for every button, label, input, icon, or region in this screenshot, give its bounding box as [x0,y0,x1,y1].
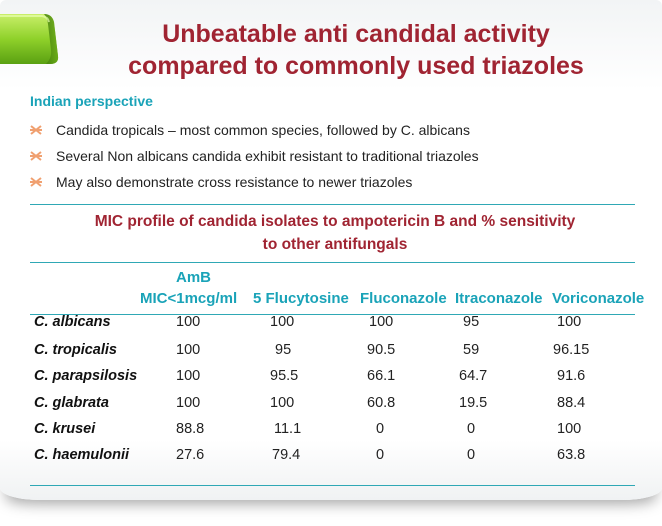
species-name: C. parapsilosis [34,368,138,384]
cell-voriconazole: 63.8 [557,447,586,463]
list-item: Several Non albicans candida exhibit res… [30,143,479,169]
cell-voriconazole: 91.6 [557,368,586,384]
cell-fluconazole: 90.5 [367,342,396,358]
bullet-icon [30,177,42,187]
bullet-icon [30,125,42,135]
cell-itraconazole: 95 [463,314,480,330]
cell-fluconazole: 0 [376,421,385,437]
cell-itraconazole: 0 [467,447,476,463]
divider [30,485,635,486]
bullet-text: Several Non albicans candida exhibit res… [56,148,479,164]
cell-voriconazole: 96.15 [553,342,590,358]
cell-fluconazole: 60.8 [367,395,396,411]
species-name: C. glabrata [34,395,109,411]
cell-flucytosine: 95.5 [270,368,299,384]
cell-fluconazole: 0 [376,447,385,463]
cell-itraconazole: 0 [467,421,476,437]
list-item: May also demonstrate cross resistance to… [30,169,479,195]
divider [30,314,635,315]
cell-voriconazole: 100 [557,421,582,437]
title-line-2: compared to commonly used triazoles [128,52,584,80]
column-header-amb: AmB [176,269,212,286]
title-line-1: Unbeatable anti candidal activity [162,20,550,48]
column-header-voriconazole: Voriconazole [552,290,645,307]
cell-amb: 27.6 [176,447,205,463]
cell-fluconazole: 66.1 [367,368,396,384]
column-header-itraconazole: Itraconazole [455,290,543,307]
species-name: C. tropicalis [34,342,117,358]
cell-amb: 100 [176,395,201,411]
list-item: Candida tropicals – most common species,… [30,117,479,143]
column-header-amb-mic: MIC<1mcg/ml [140,290,238,307]
green-tab-decoration [0,6,70,72]
cell-amb: 100 [176,368,201,384]
page-title: Unbeatable anti candidal activity compar… [70,18,642,82]
cell-amb: 100 [176,314,201,330]
column-header-fluconazole: Fluconazole [360,290,447,307]
bullet-icon [30,151,42,161]
cell-flucytosine: 100 [270,395,295,411]
cell-flucytosine: 11.1 [274,421,302,437]
cell-itraconazole: 64.7 [459,368,488,384]
species-name: C. albicans [34,314,111,330]
bullet-text: May also demonstrate cross resistance to… [56,174,413,190]
cell-fluconazole: 100 [369,314,394,330]
cell-voriconazole: 100 [557,314,582,330]
divider [30,204,635,205]
table-title-line-2: to other antifungals [262,236,408,253]
column-header-flucytosine: 5 Flucytosine [253,290,349,307]
subheading: Indian perspective [30,93,153,109]
cell-voriconazole: 88.4 [557,395,586,411]
bullet-list: Candida tropicals – most common species,… [30,117,479,195]
bullet-text: Candida tropicals – most common species,… [56,122,470,138]
cell-itraconazole: 59 [463,342,480,358]
species-name: C. haemulonii [34,447,130,463]
table-title: MIC profile of candida isolates to ampot… [40,210,630,256]
cell-amb: 100 [176,342,201,358]
cell-flucytosine: 95 [275,342,292,358]
slide: Unbeatable anti candidal activity compar… [0,0,662,500]
cell-itraconazole: 19.5 [459,395,488,411]
cell-flucytosine: 79.4 [272,447,301,463]
table-title-line-1: MIC profile of candida isolates to ampot… [94,213,576,230]
divider [30,262,635,263]
cell-amb: 88.8 [176,421,205,437]
species-name: C. krusei [34,421,96,437]
cell-flucytosine: 100 [270,314,295,330]
